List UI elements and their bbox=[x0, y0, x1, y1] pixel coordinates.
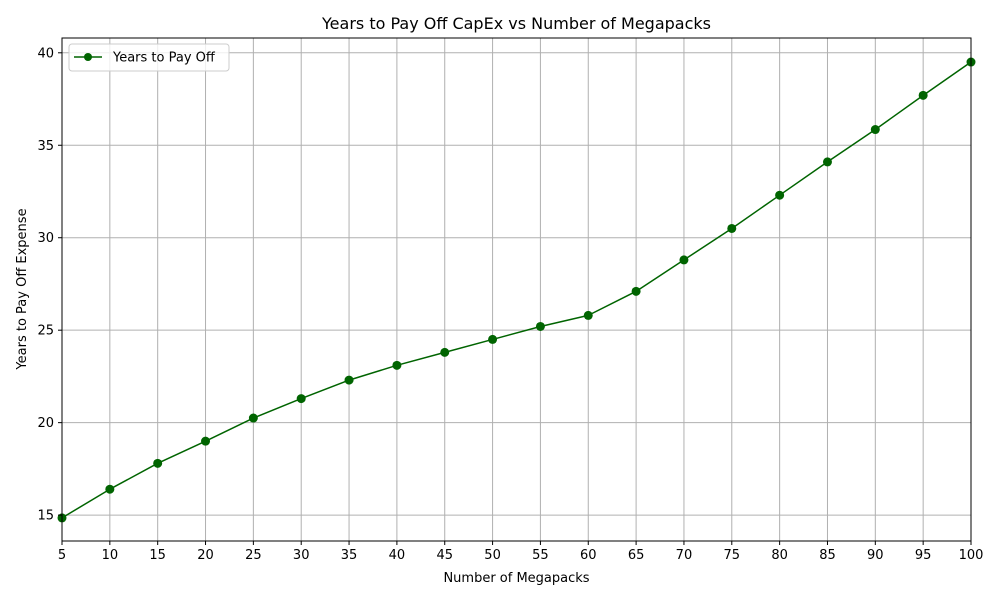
data-point bbox=[440, 347, 450, 357]
data-point bbox=[918, 90, 928, 100]
x-tick-label: 85 bbox=[819, 548, 836, 563]
y-tick-label: 20 bbox=[37, 416, 54, 431]
x-tick-label: 15 bbox=[149, 548, 166, 563]
y-tick-label: 15 bbox=[37, 509, 54, 524]
x-tick-label: 70 bbox=[676, 548, 693, 563]
data-point bbox=[201, 436, 211, 446]
data-point bbox=[822, 157, 832, 167]
data-point bbox=[870, 125, 880, 135]
x-tick-label: 45 bbox=[436, 548, 453, 563]
grid-layer bbox=[61, 38, 972, 541]
legend-label: Years to Pay Off bbox=[112, 51, 216, 66]
y-tick-label: 30 bbox=[37, 231, 54, 246]
legend-box bbox=[68, 43, 230, 72]
x-tick-label: 50 bbox=[484, 548, 501, 563]
y-axis-ticks: 15 20 25 30 35 40 bbox=[37, 46, 62, 524]
data-point bbox=[631, 286, 641, 296]
data-point bbox=[344, 375, 354, 385]
x-tick-label: 60 bbox=[580, 548, 597, 563]
x-tick-label: 100 bbox=[959, 548, 984, 563]
x-axis-label: Number of Megapacks bbox=[443, 571, 589, 586]
x-axis-ticks: 5 10 15 20 25 30 35 40 45 50 55 60 65 70 75 80 85 90 95 100 bbox=[58, 541, 984, 563]
x-tick-label: 20 bbox=[197, 548, 214, 563]
x-tick-label: 40 bbox=[389, 548, 406, 563]
y-tick-label: 35 bbox=[37, 139, 54, 154]
chart-title: Years to Pay Off CapEx vs Number of Mega… bbox=[321, 14, 711, 33]
legend-marker-swatch bbox=[84, 53, 92, 61]
x-tick-label: 10 bbox=[102, 548, 119, 563]
x-tick-label: 65 bbox=[628, 548, 645, 563]
x-tick-label: 35 bbox=[341, 548, 358, 563]
x-tick-label: 75 bbox=[724, 548, 741, 563]
x-tick-label: 90 bbox=[867, 548, 884, 563]
y-tick-label: 40 bbox=[37, 46, 54, 61]
plot-area-frame bbox=[61, 37, 972, 542]
series-line-layer bbox=[61, 61, 972, 519]
data-point bbox=[105, 484, 115, 494]
data-point bbox=[535, 321, 545, 331]
legend: Years to Pay Off bbox=[68, 43, 230, 72]
x-tick-label: 95 bbox=[915, 548, 932, 563]
x-tick-label: 5 bbox=[58, 548, 66, 563]
x-tick-label: 55 bbox=[532, 548, 549, 563]
data-point bbox=[727, 223, 737, 233]
x-tick-label: 25 bbox=[245, 548, 262, 563]
data-point bbox=[153, 458, 163, 468]
series-marker-layer bbox=[57, 57, 976, 523]
data-point bbox=[248, 413, 258, 423]
y-tick-label: 25 bbox=[37, 324, 54, 339]
x-tick-label: 80 bbox=[771, 548, 788, 563]
data-point bbox=[296, 394, 306, 404]
y-axis-label: Years to Pay Off Expense bbox=[15, 208, 30, 370]
data-point bbox=[775, 190, 785, 200]
data-point bbox=[679, 255, 689, 265]
x-tick-label: 30 bbox=[293, 548, 310, 563]
data-point bbox=[583, 310, 593, 320]
series-line bbox=[61, 61, 972, 519]
data-point bbox=[488, 334, 498, 344]
data-point bbox=[392, 360, 402, 370]
